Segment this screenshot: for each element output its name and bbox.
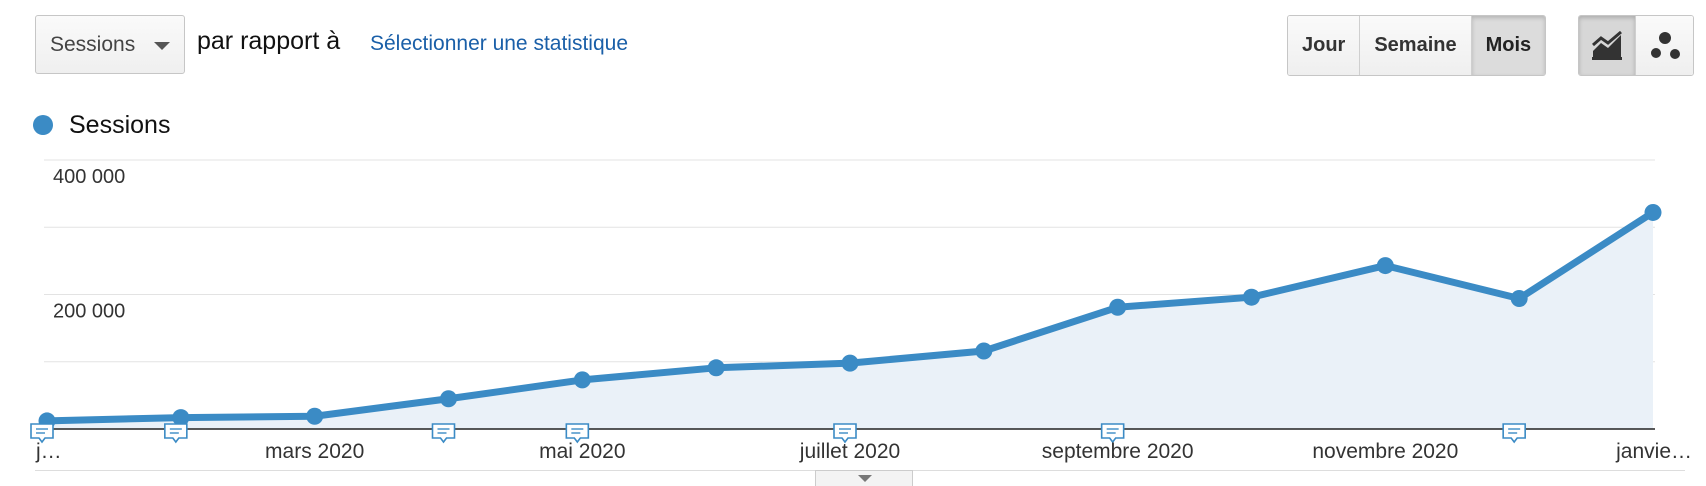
data-point xyxy=(1243,288,1260,306)
data-point xyxy=(1109,298,1127,316)
x-tick-label: j… xyxy=(35,440,62,463)
annotation-icon[interactable] xyxy=(833,423,857,444)
period-month-button[interactable]: Mois xyxy=(1471,16,1546,75)
select-statistic-link[interactable]: Sélectionner une statistique xyxy=(370,32,628,55)
series-area xyxy=(47,212,1653,429)
data-point xyxy=(573,371,591,389)
data-point xyxy=(1644,203,1662,221)
x-tick-label: novembre 2020 xyxy=(1312,440,1458,463)
data-point xyxy=(707,359,725,377)
legend-swatch xyxy=(33,115,53,135)
data-point xyxy=(841,354,859,372)
annotation-icon[interactable] xyxy=(431,423,456,444)
motion-chart-icon xyxy=(1650,31,1680,59)
x-tick-label: juillet 2020 xyxy=(799,440,900,463)
y-tick-label: 200 000 xyxy=(53,301,125,323)
period-week-button[interactable]: Semaine xyxy=(1360,16,1472,75)
period-toggle: Jour Semaine Mois xyxy=(1287,15,1547,76)
line-chart-icon xyxy=(1592,30,1622,60)
data-point xyxy=(172,409,190,427)
caret-down-icon xyxy=(858,475,872,482)
data-point xyxy=(306,407,324,425)
compare-label: par rapport à xyxy=(197,27,341,55)
annotation-icon[interactable] xyxy=(565,423,590,444)
legend-label: Sessions xyxy=(69,110,171,139)
data-point xyxy=(1376,257,1394,275)
data-point xyxy=(975,342,993,360)
data-point xyxy=(1510,290,1528,308)
annotation-icon[interactable] xyxy=(1502,423,1526,444)
x-tick-label: septembre 2020 xyxy=(1042,440,1194,463)
chevron-down-icon xyxy=(154,42,170,50)
y-tick-label: 400 000 xyxy=(53,166,125,188)
x-tick-label: mars 2020 xyxy=(265,440,364,463)
annotation-icon[interactable] xyxy=(164,423,188,444)
metric-dropdown[interactable]: Sessions xyxy=(35,15,185,74)
period-day-button[interactable]: Jour xyxy=(1288,16,1361,75)
motion-chart-view-button[interactable] xyxy=(1636,16,1693,75)
annotation-icon[interactable] xyxy=(1100,423,1125,444)
data-point xyxy=(440,390,457,408)
chart-toolbar: Sessions par rapport à Sélectionner une … xyxy=(0,0,1706,90)
sessions-chart: 400 000 200 000 j… mars 2020 mai 2020 juillet… xyxy=(30,159,1692,463)
chart-legend: Sessions xyxy=(33,110,170,140)
x-tick-label: mai 2020 xyxy=(539,440,625,463)
x-tick-label: janvie… xyxy=(1615,440,1692,463)
line-chart-view-button[interactable] xyxy=(1579,16,1636,75)
chart-collapse-handle[interactable] xyxy=(815,470,913,486)
metric-dropdown-label: Sessions xyxy=(50,33,136,56)
chart-view-toggle xyxy=(1578,15,1694,76)
annotation-icon[interactable] xyxy=(30,423,54,444)
